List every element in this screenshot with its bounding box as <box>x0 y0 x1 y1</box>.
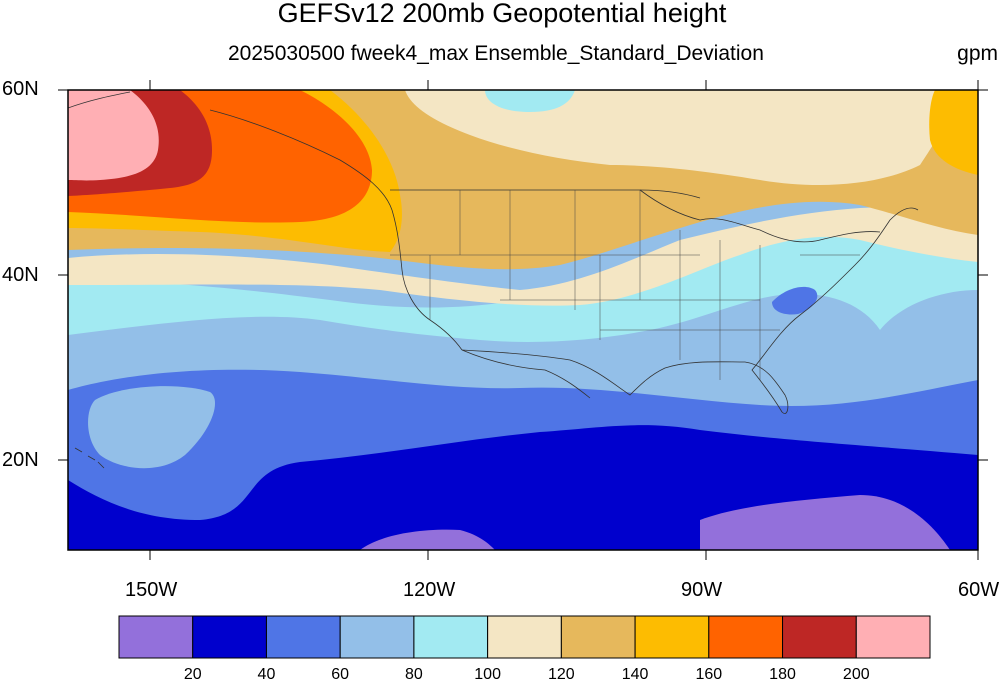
colorbar-swatch <box>782 615 857 659</box>
contour-field <box>68 90 978 550</box>
lat-label-40n: 40N <box>2 264 39 286</box>
colorbar-label: 160 <box>695 666 723 683</box>
map-title: GEFSv12 200mb Geopotential height <box>277 0 727 28</box>
colorbar-swatch <box>413 615 489 659</box>
colorbar-swatch <box>855 615 931 659</box>
colorbar-swatch <box>339 615 415 659</box>
colorbar <box>118 615 931 659</box>
contour-blob-80-100 <box>485 90 575 112</box>
colorbar-swatch <box>487 615 562 659</box>
colorbar-label: 200 <box>842 666 870 683</box>
state-borders <box>390 190 860 380</box>
colorbar-label: 20 <box>183 666 202 683</box>
contour-band-100-120-north <box>405 90 960 185</box>
lat-label-60n: 60N <box>2 78 39 100</box>
colorbar-label: 80 <box>405 666 423 683</box>
contour-band-0-20-west <box>360 529 495 550</box>
colorbar-swatch <box>265 615 341 659</box>
lon-label-150w: 150W <box>125 579 178 601</box>
map-frame <box>67 89 979 551</box>
axis-ticks <box>58 80 988 560</box>
contour-band-100-120 <box>68 207 978 306</box>
colorbar-label: 120 <box>548 666 575 683</box>
colorbar-label: 40 <box>257 666 276 683</box>
lon-label-90w: 90W <box>681 579 723 601</box>
contour-island-60-80 <box>88 386 216 469</box>
colorbar-swatch <box>708 615 784 659</box>
colorbar-label: 100 <box>474 666 501 683</box>
colorbar-swatch <box>118 615 194 659</box>
units-label: gpm <box>957 42 998 65</box>
colorbar-swatch <box>560 615 636 659</box>
colorbar-label: 60 <box>331 666 350 683</box>
colorbar-label: 140 <box>621 666 649 683</box>
colorbar-swatch <box>634 615 710 659</box>
contour-blob-40-60 <box>772 286 818 315</box>
lon-label-120w: 120W <box>403 579 456 601</box>
lat-label-20n: 20N <box>2 449 39 471</box>
contour-ne-140-160 <box>929 90 978 175</box>
map-subtitle: 2025030500 fweek4_max Ensemble_Standard_… <box>228 42 764 65</box>
coastlines <box>68 91 919 469</box>
contour-band-200-plus <box>68 90 159 181</box>
contour-band-0-20-east <box>700 495 950 550</box>
lon-label-60w: 60W <box>958 579 1000 601</box>
colorbar-swatch <box>192 615 267 659</box>
colorbar-label: 180 <box>769 666 796 683</box>
